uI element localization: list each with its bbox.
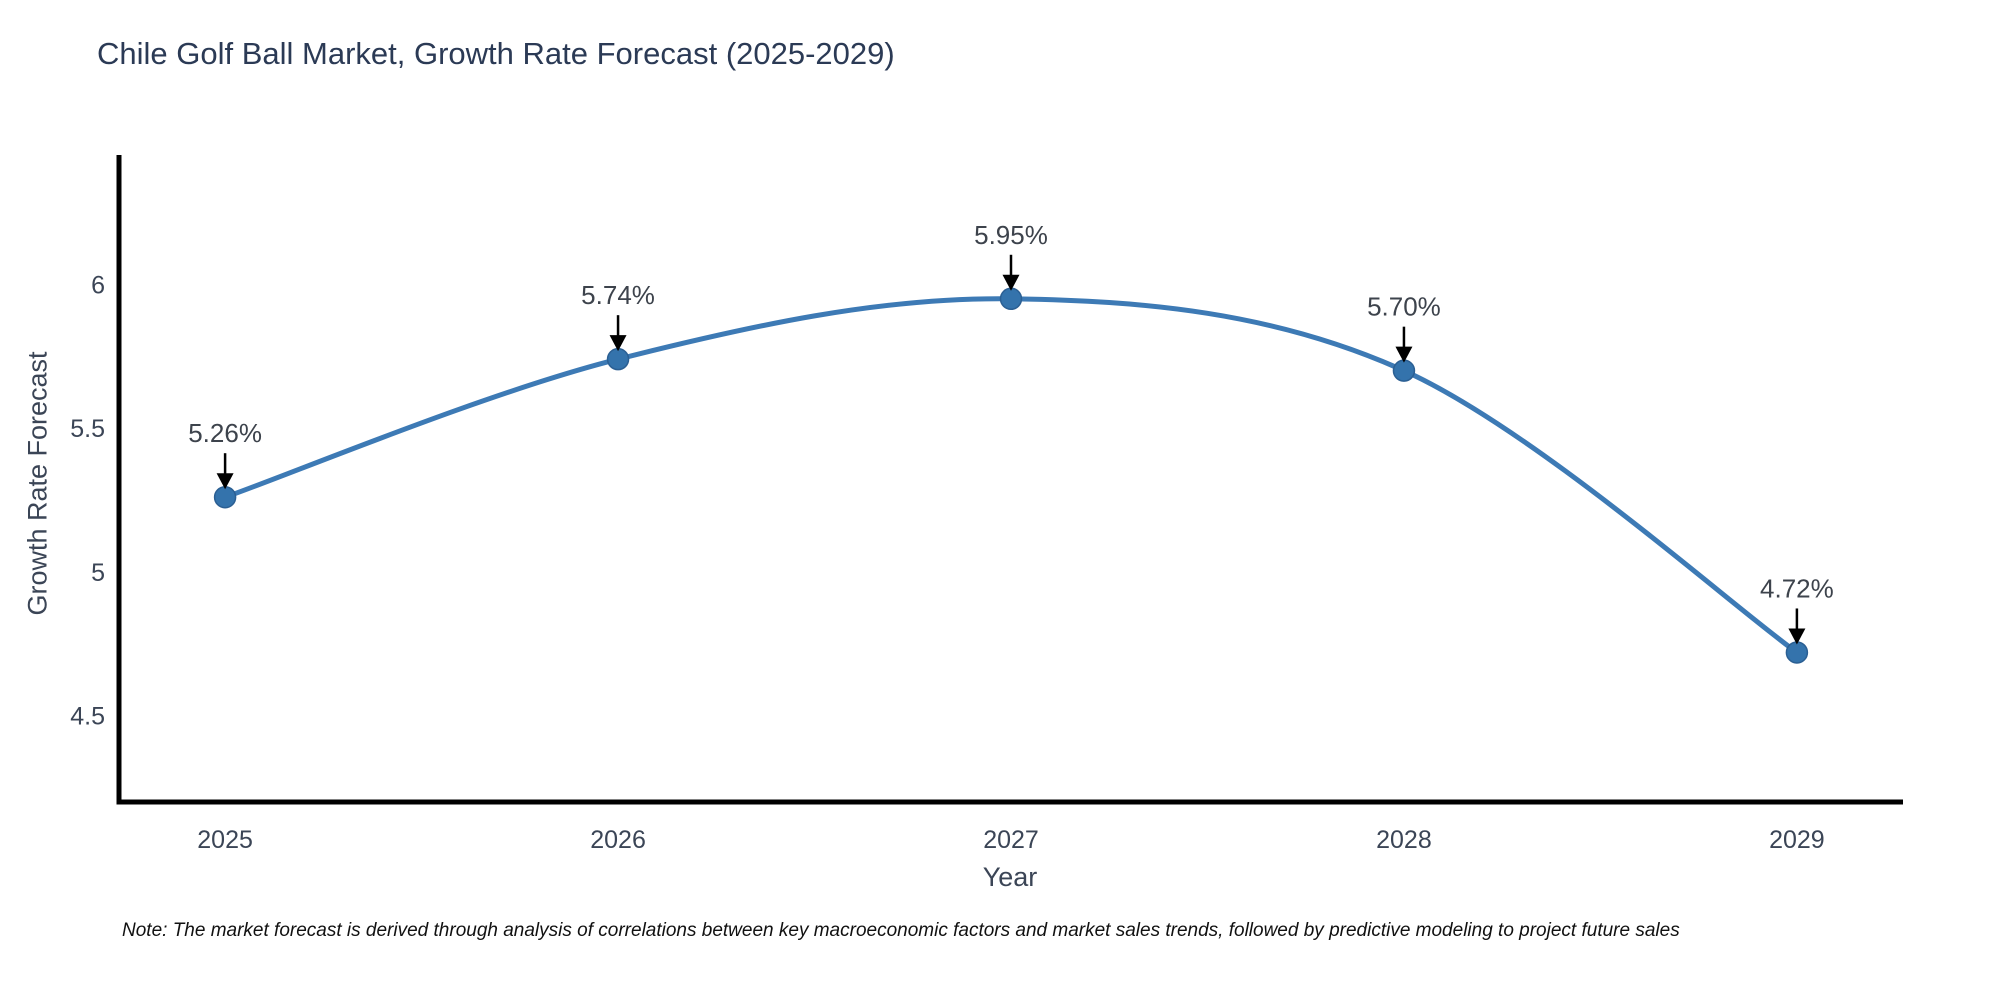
- y-tick-label: 6: [91, 271, 105, 299]
- y-tick-label: 4.5: [70, 703, 105, 731]
- x-tick-label: 2029: [1769, 826, 1825, 854]
- annotation-arrow-head: [1395, 346, 1413, 363]
- chart-title: Chile Golf Ball Market, Growth Rate Fore…: [97, 36, 895, 71]
- y-tick-label: 5: [91, 559, 105, 587]
- annotation-arrow-head: [216, 473, 234, 490]
- data-point-marker: [606, 347, 630, 371]
- annotation-arrow-head: [1002, 274, 1020, 291]
- data-point-marker: [999, 287, 1023, 311]
- x-tick-label: 2026: [590, 826, 646, 854]
- data-point-marker: [1785, 641, 1809, 664]
- x-axis-title: Year: [982, 862, 1038, 892]
- data-point-marker: [213, 485, 237, 509]
- footnote: Note: The market forecast is derived thr…: [122, 920, 1680, 941]
- x-tick-label: 2027: [983, 826, 1039, 854]
- y-axis-title: Growth Rate Forecast: [22, 351, 53, 616]
- forecast-line: [222, 296, 1800, 655]
- data-point-marker: [1392, 359, 1416, 382]
- x-tick-label: 2028: [1376, 826, 1432, 854]
- x-tick-label: 2025: [197, 826, 253, 854]
- data-point-label: 5.70%: [1367, 292, 1441, 322]
- data-point-label: 5.26%: [188, 418, 262, 448]
- annotation-arrow-head: [609, 335, 627, 352]
- data-point-label: 5.95%: [974, 220, 1048, 250]
- data-point-label: 5.74%: [581, 280, 655, 310]
- annotation-arrow-head: [1788, 628, 1806, 645]
- y-tick-label: 5.5: [70, 415, 105, 443]
- data-point-label: 4.72%: [1760, 573, 1834, 603]
